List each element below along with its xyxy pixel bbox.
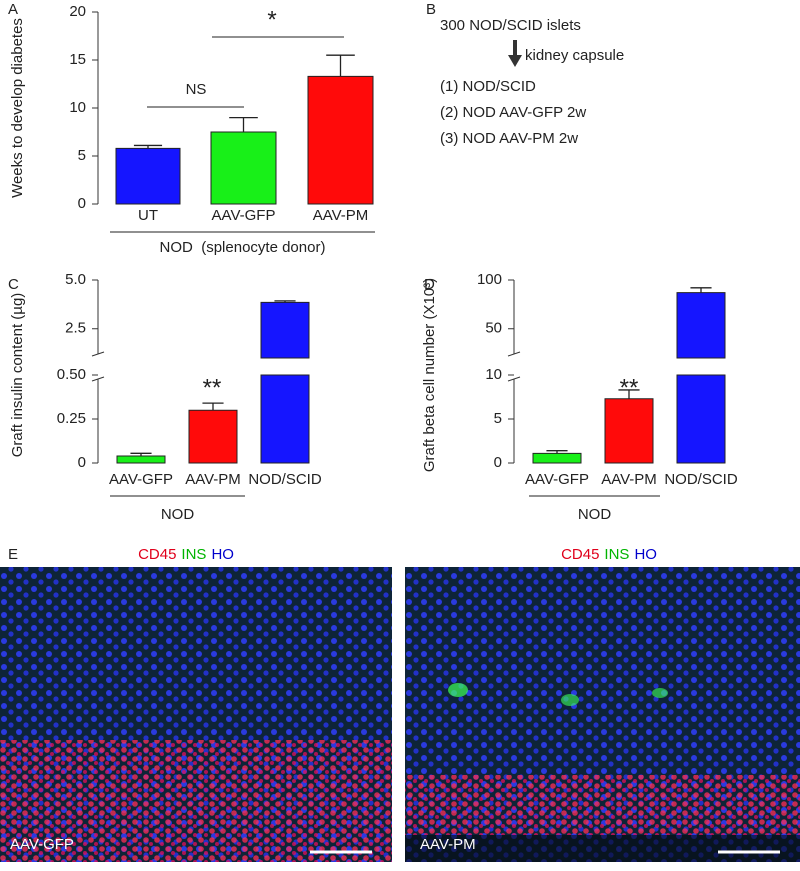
site-text: kidney capsule — [525, 47, 624, 64]
error-bar — [202, 402, 224, 411]
panel-label: D — [424, 276, 435, 293]
panel-label: A — [8, 1, 18, 18]
significance: ** — [203, 374, 222, 401]
charts: A 0 5 10 15 20 Weeks to develop diabetes UT AAV-… — [8, 1, 738, 523]
axis-break — [507, 376, 521, 382]
group-label: NOD — [578, 506, 612, 523]
bar — [604, 398, 654, 464]
x-tick-label: NOD/SCID — [248, 471, 322, 488]
panel-e: E AAV-GFP AAV-PM CD45 INS HO CD45 INS HO — [0, 546, 800, 862]
group-label: NOD — [161, 506, 195, 523]
bar — [676, 292, 726, 464]
panel-label: C — [8, 276, 19, 293]
bar — [188, 409, 238, 464]
y-tick-label: 0.50 — [57, 366, 86, 383]
group-label: NOD (splenocyte donor) — [160, 239, 326, 256]
channel: HO — [211, 546, 234, 563]
error-bar — [229, 116, 258, 132]
panel-label: B — [426, 1, 436, 18]
recipient: (1) NOD/SCID — [440, 78, 536, 95]
legends: CD45 INS HO CD45 INS HO — [138, 546, 657, 563]
y-tick-label: 5 — [494, 410, 502, 427]
channel: INS — [604, 546, 629, 563]
bar-chart: A 0 5 10 15 20 Weeks to develop diabetes UT AAV-… — [8, 1, 375, 256]
y-axis-label: Graft insulin content (µg) — [9, 293, 26, 458]
bar — [116, 455, 166, 464]
arrow-head — [508, 55, 522, 67]
y-tick-label: 0 — [78, 195, 86, 212]
bar — [307, 75, 374, 205]
y-tick-label: 5.0 — [65, 271, 86, 288]
x-tick-label: AAV-GFP — [212, 207, 276, 224]
y-tick-label: 0 — [494, 454, 502, 471]
bar-chart: D 0 5 10 50 100 Graft beta cell number (X10³) A… — [421, 271, 738, 523]
x-tick-label: NOD/SCID — [664, 471, 738, 488]
x-tick-label: UT — [138, 207, 158, 224]
y-axis-label: Weeks to develop diabetes — [9, 18, 26, 198]
micrograph — [0, 567, 392, 862]
recipient: (3) NOD AAV-PM 2w — [440, 130, 578, 147]
axis-break — [507, 351, 521, 357]
y-tick-label: 5 — [78, 147, 86, 164]
recipient: (2) NOD AAV-GFP 2w — [440, 104, 586, 121]
y-tick-label: 100 — [477, 271, 502, 288]
bar — [532, 452, 582, 464]
image-label: AAV-GFP — [10, 836, 74, 853]
x-tick-label: AAV-GFP — [109, 471, 173, 488]
significance: * — [267, 6, 276, 33]
x-tick-label: AAV-PM — [313, 207, 369, 224]
y-tick-label: 10 — [485, 366, 502, 383]
bar — [210, 131, 277, 205]
image-label: AAV-PM — [420, 836, 476, 853]
error-bar — [274, 300, 296, 303]
y-tick-label: 20 — [69, 3, 86, 20]
axis-break — [91, 376, 105, 382]
x-tick-label: AAV-PM — [601, 471, 657, 488]
channel: INS — [181, 546, 206, 563]
error-bar — [133, 144, 163, 149]
error-bar — [326, 54, 355, 77]
axis-break — [91, 351, 105, 357]
bar — [260, 301, 310, 464]
error-bar — [546, 450, 568, 454]
error-bar — [690, 287, 712, 293]
error-bar — [618, 389, 640, 399]
x-tick-label: AAV-PM — [185, 471, 241, 488]
y-tick-label: 0 — [78, 454, 86, 471]
y-axis-label: Graft beta cell number (X10³) — [421, 278, 438, 472]
channel: CD45 — [138, 546, 176, 563]
bar-chart: C 0 0.25 0.50 2.5 5.0 Graft insulin content (µ… — [8, 271, 322, 523]
y-tick-label: 2.5 — [65, 320, 86, 337]
micrograph — [405, 567, 800, 862]
error-bar — [130, 452, 152, 456]
channel: CD45 — [561, 546, 599, 563]
channel-legend: CD45 INS HO — [561, 546, 657, 563]
y-tick-label: 0.25 — [57, 410, 86, 427]
y-tick-label: 50 — [485, 320, 502, 337]
y-tick-label: 15 — [69, 51, 86, 68]
bar — [115, 147, 181, 205]
source-text: 300 NOD/SCID islets — [440, 17, 581, 34]
significance: ** — [620, 374, 639, 401]
panel-b: B 300 NOD/SCID islets kidney capsule (1)… — [426, 1, 624, 147]
channel: HO — [634, 546, 657, 563]
y-tick-label: 10 — [69, 99, 86, 116]
significance: NS — [186, 81, 207, 98]
channel-legend: CD45 INS HO — [138, 546, 234, 563]
panel-label: E — [8, 546, 18, 563]
x-tick-label: AAV-GFP — [525, 471, 589, 488]
